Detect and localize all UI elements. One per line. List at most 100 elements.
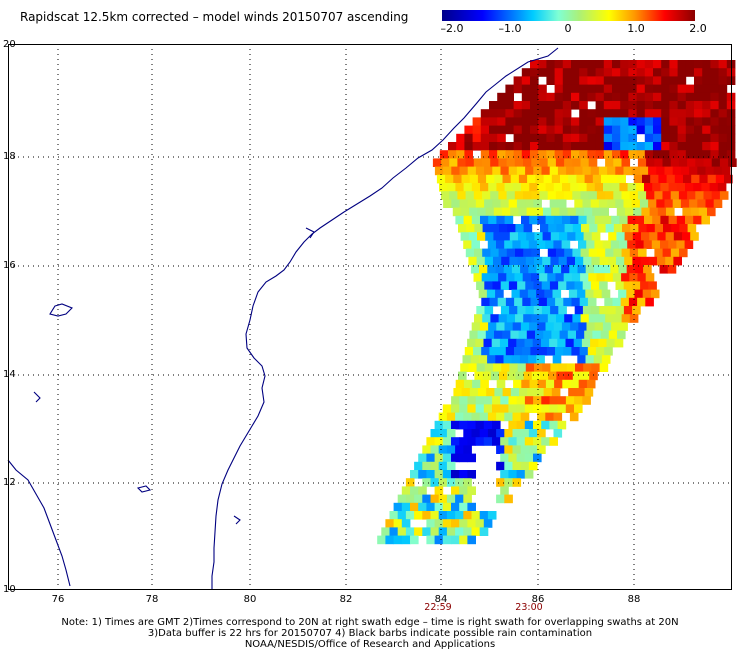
swath-cell — [393, 502, 403, 512]
swath-cell — [620, 133, 629, 143]
swath-cell — [500, 199, 510, 208]
swath-cell — [542, 256, 551, 266]
swath-cell — [635, 215, 645, 225]
swath-cell — [590, 281, 600, 290]
swath-cell — [443, 166, 452, 176]
swath-cell — [661, 133, 670, 143]
swath-cell — [555, 191, 565, 200]
swath-cell — [537, 240, 546, 249]
swath-cell — [619, 322, 628, 331]
swath-cell — [461, 207, 470, 217]
swath-cell — [531, 248, 540, 258]
swath-cell — [498, 191, 507, 200]
swath-cell — [520, 445, 530, 454]
swath-cell — [521, 117, 531, 126]
swath-cell — [580, 248, 590, 258]
swath-cell — [515, 371, 524, 381]
swath-cell — [623, 166, 633, 176]
swath-cell — [441, 158, 450, 167]
swath-cell — [451, 166, 460, 176]
swath-cell — [538, 133, 547, 143]
swath-cell — [595, 68, 605, 77]
swath-cell — [438, 445, 448, 454]
swath-cell — [669, 101, 678, 110]
swath-cell — [661, 76, 670, 85]
swath-cell — [628, 142, 637, 151]
swath-cell — [682, 232, 691, 241]
swath-cell — [698, 207, 708, 217]
swath-cell — [549, 281, 559, 290]
colorbar-label: 2.0 — [689, 22, 707, 35]
swath-cell — [665, 232, 675, 241]
swath-cell — [628, 92, 637, 102]
footnote-line: NOAA/NESDIS/Office of Research and Appli… — [244, 639, 496, 650]
swath-cell — [697, 166, 706, 176]
swath-cell — [666, 174, 676, 184]
swath-cell — [661, 150, 670, 159]
swath-cell — [581, 224, 590, 233]
swath-cell — [626, 289, 635, 299]
swath-cell — [610, 240, 620, 249]
swath-cell — [426, 535, 435, 545]
swath-cell — [571, 76, 580, 85]
swath-cell — [493, 232, 502, 241]
swath-cell — [472, 379, 481, 389]
swath-cell — [523, 314, 532, 323]
swath-cell — [676, 183, 686, 192]
swath-cell — [618, 265, 628, 274]
swath-cell — [601, 174, 610, 184]
swath-cell — [471, 240, 480, 249]
swath-cell — [480, 215, 489, 225]
swath-cell — [602, 265, 611, 274]
swath-cell — [600, 207, 609, 217]
swath-cell — [508, 420, 517, 430]
lon-label: 84 — [434, 594, 448, 605]
swath-cell — [479, 527, 489, 536]
swath-cell — [685, 84, 695, 94]
swath-cell — [530, 297, 540, 307]
swath-cell — [556, 248, 565, 258]
lat-label: 16 — [3, 260, 16, 271]
swath-cell — [539, 191, 549, 200]
swath-cell — [661, 68, 670, 77]
swath-cell — [521, 183, 530, 192]
swath-cell — [426, 502, 435, 512]
swath-cell — [677, 76, 687, 85]
swath-cell — [657, 207, 667, 217]
swath-cell — [540, 371, 549, 381]
swath-cell — [405, 527, 415, 536]
swath-cell — [556, 371, 565, 381]
swath-cell — [546, 60, 555, 69]
swath-cell — [462, 355, 472, 364]
lon-label: 82 — [339, 594, 353, 605]
swath-cell — [405, 494, 415, 504]
swath-cell — [497, 347, 507, 356]
swath-cell — [512, 412, 522, 422]
swath-cell — [523, 371, 533, 381]
swath-cell — [597, 248, 606, 258]
swath-cell — [468, 232, 478, 241]
swath-cell — [612, 142, 621, 151]
swath-cell — [685, 101, 695, 110]
swath-cell — [538, 150, 547, 159]
swath-cell — [482, 314, 491, 323]
swath-cell — [628, 117, 637, 126]
swath-cell — [566, 256, 576, 266]
swath-cell — [628, 60, 637, 69]
swath-cell — [705, 199, 715, 208]
swath-cell — [418, 470, 427, 479]
swath-cell — [549, 166, 559, 176]
swath-cell — [501, 232, 511, 241]
lat-label: 20 — [3, 39, 16, 50]
swath-cell — [565, 396, 575, 405]
swath-cell — [475, 420, 485, 430]
swath-cell — [612, 84, 621, 94]
swath-cell — [565, 338, 575, 348]
swath-cell — [513, 379, 522, 389]
swath-cell — [489, 297, 499, 307]
swath-cell — [687, 191, 696, 200]
swath-cell — [571, 273, 581, 282]
swath-cell — [695, 191, 704, 200]
swath-cell — [588, 191, 598, 200]
swath-cell — [586, 183, 596, 192]
